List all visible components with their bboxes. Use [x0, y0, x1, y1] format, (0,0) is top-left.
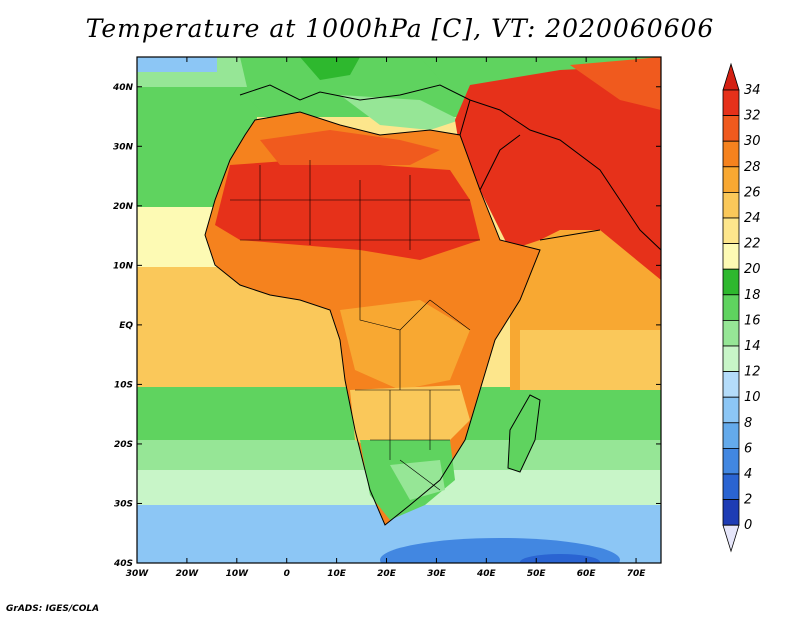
colorbar-label: 22 [744, 237, 761, 252]
colorbar-swatch [722, 345, 740, 373]
colorbar-min-triangle [722, 524, 740, 553]
colorbar-label: 6 [744, 441, 752, 456]
colorbar-swatch [722, 115, 740, 142]
colorbar-swatch [722, 191, 740, 219]
colorbar-label: 20 [744, 262, 761, 277]
lat-tick-label: 30S [114, 499, 133, 509]
lat-tick-label: 20S [114, 440, 133, 450]
colorbar-label: 26 [744, 185, 761, 200]
map-plot-area [137, 57, 661, 563]
colorbar-swatch [722, 396, 740, 424]
colorbar-swatch [722, 447, 740, 475]
colorbar-swatch [722, 319, 740, 347]
lat-tick-label: 40S [113, 559, 133, 569]
map-title: Temperature at 1000hPa [C], VT: 20200606… [85, 14, 715, 43]
coastlines [204, 84, 661, 526]
colorbar-label: 30 [744, 134, 761, 149]
lon-tick-label: 30W [126, 569, 150, 579]
colorbar-swatch [722, 217, 740, 245]
lat-tick-label: 40N [112, 83, 134, 93]
colorbar-swatch [722, 499, 740, 526]
longitude-axis: 30W 20W 10W 0 10E 20E 30E 40E 50E 60E 70E [126, 57, 646, 579]
colorbar-swatch [722, 371, 740, 398]
lat-tick-label: 20N [113, 202, 134, 212]
country-borders [230, 160, 480, 491]
lat-tick-label: 30N [113, 142, 134, 152]
lon-tick-label: 20W [176, 569, 200, 579]
plot-frame [136, 56, 662, 564]
colorbar-max-triangle [722, 62, 740, 91]
lon-tick-label: 10E [327, 569, 347, 579]
colorbar-label: 14 [744, 339, 761, 354]
colorbar-swatch [722, 89, 740, 117]
lon-tick-label: 50E [527, 569, 547, 579]
colorbar-label: 16 [744, 313, 761, 328]
colorbar-swatch [722, 166, 740, 193]
lon-tick-label: 10W [226, 569, 250, 579]
colorbar-swatch [722, 422, 740, 449]
credit-text: GrADS: IGES/COLA [6, 604, 100, 614]
colorbar-swatch [722, 140, 740, 168]
lon-tick-label: 0 [284, 569, 290, 579]
lat-tick-label: EQ [119, 321, 133, 331]
colorbar-swatch [722, 243, 740, 270]
colorbar-swatch [722, 294, 740, 321]
colorbar-label: 12 [744, 365, 761, 380]
lon-tick-label: 60E [577, 569, 597, 579]
colorbar-label: 32 [744, 109, 761, 124]
colorbar-label: 2 [744, 493, 752, 508]
colorbar-swatch [722, 268, 740, 296]
colorbar-label: 34 [744, 83, 761, 98]
colorbar-label: 28 [744, 160, 761, 175]
colorbar-label: 10 [744, 390, 761, 405]
lat-tick-label: 10S [114, 380, 133, 390]
colorbar-label: 8 [744, 416, 752, 431]
colorbar-swatch [722, 473, 740, 501]
lon-tick-label: 70E [627, 569, 647, 579]
colorbar-label: 4 [744, 467, 752, 482]
latitude-axis: 40N 30N 20N 10N EQ 10S 20S 30S 40S [112, 83, 661, 569]
colorbar-label: 0 [744, 518, 752, 533]
colorbar-label: 18 [744, 288, 761, 303]
colorbar-label: 24 [744, 211, 761, 226]
lon-tick-label: 30E [427, 569, 447, 579]
lon-tick-label: 40E [476, 569, 497, 579]
lat-tick-label: 10N [113, 261, 134, 271]
lon-tick-label: 20E [377, 569, 397, 579]
